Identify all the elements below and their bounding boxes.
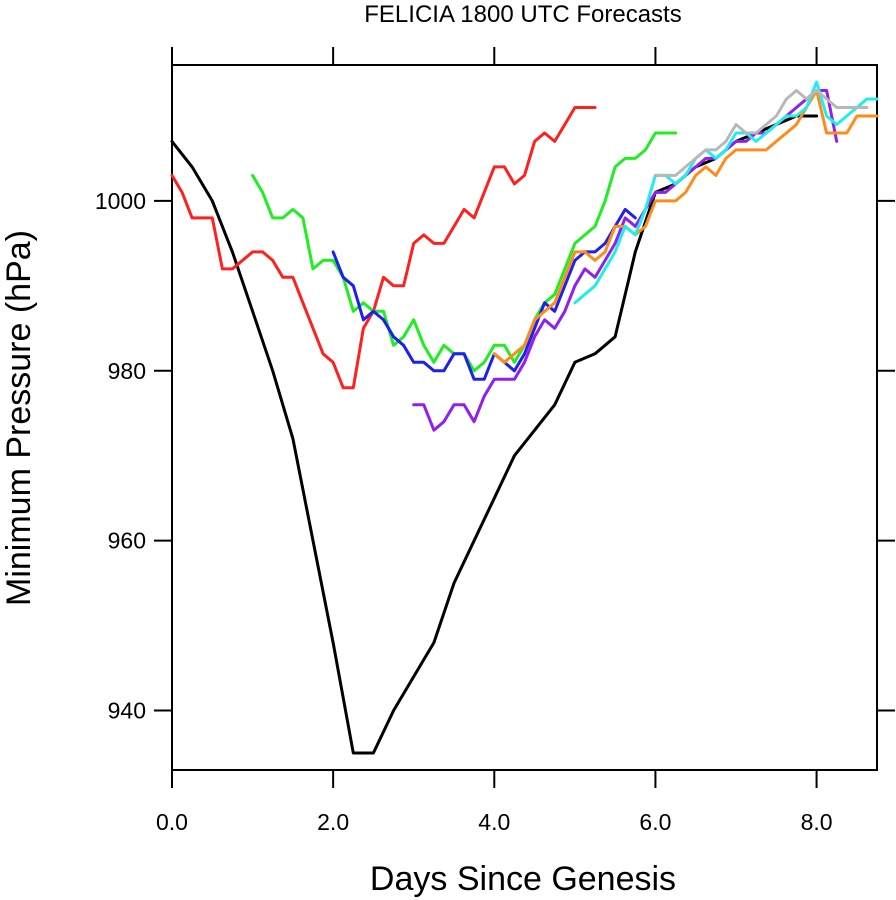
y-tick-label: 1000 [95,188,146,214]
y-tick-label: 940 [108,698,146,724]
y-tick-label: 960 [108,528,146,554]
y-tick-label: 980 [108,358,146,384]
x-tick-label: 2.0 [317,809,349,835]
chart-title: FELICIA 1800 UTC Forecasts [364,1,681,28]
x-tick-label: 0.0 [156,809,188,835]
series-line-8 [653,89,869,177]
tick-layer: 0.0 2.0 4.0 6.0 8.0 940 960 980 1000 [95,47,895,835]
series-line-2 [170,106,597,390]
series-line-7 [573,80,879,305]
y-axis-label: Minimum Pressure (hPa) [0,230,38,606]
series-line-6 [492,89,879,364]
x-tick-label: 6.0 [639,809,671,835]
x-tick-label: 4.0 [478,809,510,835]
series-line-1 [170,114,819,755]
x-axis-label: Days Since Genesis [370,860,676,898]
x-tick-label: 8.0 [801,809,833,835]
plot-frame [171,64,878,771]
series-layer [170,80,879,755]
plot-area: 0.0 2.0 4.0 6.0 8.0 940 960 980 1000 [95,47,895,835]
